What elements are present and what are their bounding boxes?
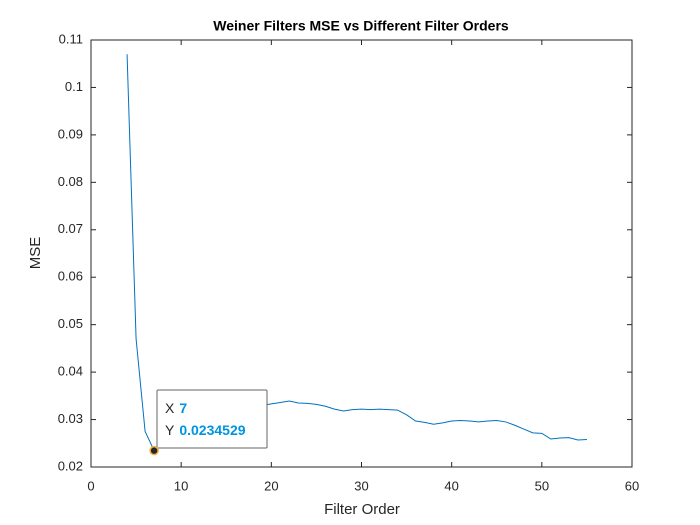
y-tick-label: 0.06 (58, 269, 83, 284)
x-tick-label: 30 (354, 478, 368, 493)
datatip-y: Y 0.0234529 (165, 422, 246, 438)
y-tick-label: 0.05 (58, 316, 83, 331)
x-tick-label: 10 (174, 478, 188, 493)
y-axis-label: MSE (27, 237, 44, 270)
y-tick-label: 0.09 (58, 126, 83, 141)
x-tick-label: 20 (264, 478, 278, 493)
chart-title: Weiner Filters MSE vs Different Filter O… (213, 18, 509, 34)
datatip: X 7Y 0.0234529 (156, 389, 268, 449)
datatip-box (156, 389, 268, 449)
x-axis-label: Filter Order (324, 501, 400, 518)
y-tick-label: 0.07 (58, 221, 83, 236)
datatip-x-value: 7 (179, 400, 187, 416)
y-tick-label: 0.1 (65, 79, 83, 94)
y-tick-label: 0.02 (58, 458, 83, 473)
x-tick-label: 50 (535, 478, 549, 493)
y-tick-label: 0.08 (58, 174, 83, 189)
datatip-y-value: 0.0234529 (179, 422, 245, 438)
y-tick-label: 0.11 (59, 31, 83, 46)
datatip-y-label: Y (165, 422, 175, 438)
datatip-marker (149, 445, 159, 456)
x-tick-label: 60 (625, 478, 639, 493)
x-tick-label: 0 (87, 478, 94, 493)
x-tick-label: 40 (444, 478, 458, 493)
y-tick-label: 0.04 (58, 364, 83, 379)
y-tick-label: 0.03 (58, 411, 83, 426)
datatip-x-label: X (165, 400, 175, 416)
